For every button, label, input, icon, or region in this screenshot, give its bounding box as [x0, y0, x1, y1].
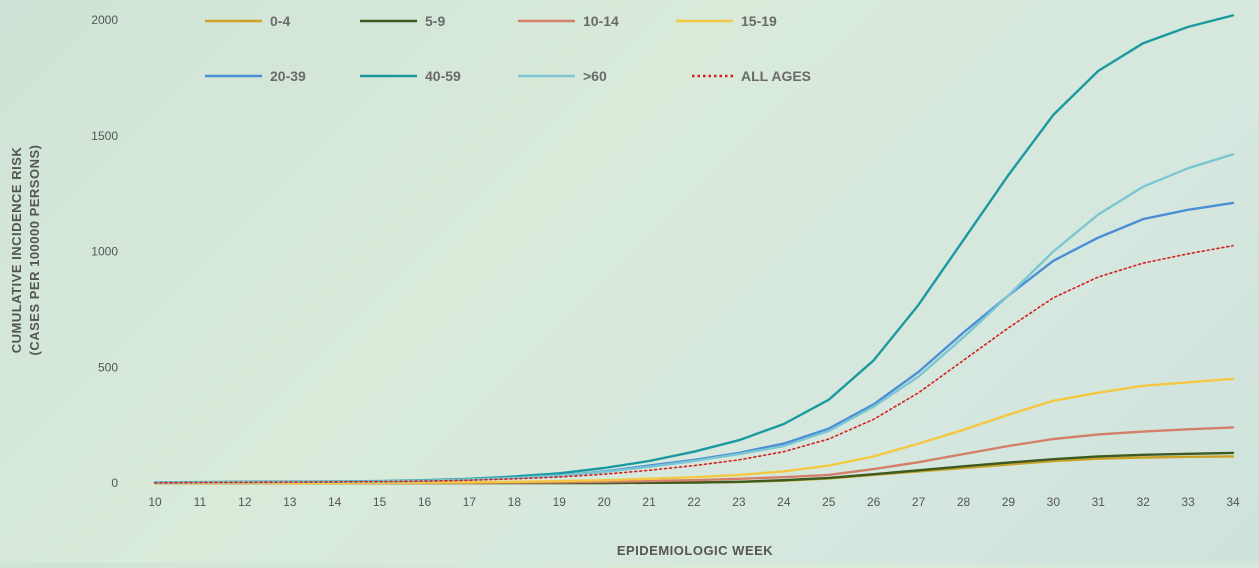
legend-label: 20-39 — [270, 68, 306, 84]
x-tick-label: 14 — [328, 495, 342, 509]
legend-item: >60 — [518, 68, 607, 84]
x-tick-label: 11 — [194, 495, 207, 509]
series-line-40-59 — [153, 14, 1235, 484]
x-tick-label: 32 — [1136, 495, 1150, 509]
x-tick-label: 25 — [822, 495, 836, 509]
x-tick-label: 19 — [553, 495, 567, 509]
x-tick-label: 16 — [418, 495, 432, 509]
y-tick-label: 1500 — [91, 129, 118, 143]
y-tick-label: 2000 — [91, 13, 118, 27]
legend-item: 10-14 — [518, 13, 619, 29]
y-tick-label: 1000 — [91, 245, 118, 259]
legend-label: 15-19 — [741, 13, 777, 29]
series-line-all-ages — [154, 244, 1234, 484]
legend-label: 0-4 — [270, 13, 290, 29]
x-tick-label: 23 — [732, 495, 746, 509]
legend-item: 15-19 — [676, 13, 777, 29]
legend: 0-4 5-9 10-14 15-19 20-39 40-59 >60 ALL AGES — [205, 13, 811, 84]
y-axis-title-line2: (CASES PER 100000 PERSONS) — [27, 145, 42, 356]
x-axis-ticks: 10 11 12 13 14 15 16 17 18 19 20 21 22 23 24 25 26 27 28 29… — [148, 495, 1240, 509]
legend-label: 10-14 — [583, 13, 619, 29]
series-line-60 — [153, 153, 1235, 484]
x-tick-label: 15 — [373, 495, 387, 509]
legend-item: 5-9 — [360, 13, 445, 29]
y-axis-ticks: 0 500 1000 1500 2000 — [91, 13, 118, 490]
x-tick-label: 28 — [957, 495, 971, 509]
y-axis-title: CUMULATIVE INCIDENCE RISK (CASES PER 100… — [9, 145, 42, 356]
x-tick-label: 17 — [463, 495, 477, 509]
legend-label: 5-9 — [425, 13, 445, 29]
x-tick-label: 10 — [148, 495, 162, 509]
x-tick-label: 31 — [1092, 495, 1106, 509]
y-tick-label: 0 — [111, 476, 118, 490]
legend-label: 40-59 — [425, 68, 461, 84]
x-tick-label: 13 — [283, 495, 297, 509]
legend-item: 0-4 — [205, 13, 290, 29]
series-line-20-39 — [153, 201, 1235, 484]
series-line-15-19 — [153, 377, 1235, 485]
x-tick-label: 33 — [1181, 495, 1195, 509]
x-tick-label: 27 — [912, 495, 926, 509]
series-line-5-9 — [153, 451, 1235, 485]
legend-label: ALL AGES — [741, 68, 811, 84]
legend-item: 20-39 — [205, 68, 306, 84]
x-tick-label: 18 — [508, 495, 522, 509]
legend-label: >60 — [583, 68, 607, 84]
legend-item: ALL AGES — [692, 68, 811, 84]
series-lines — [153, 14, 1235, 485]
x-tick-label: 26 — [867, 495, 881, 509]
x-tick-label: 34 — [1226, 495, 1240, 509]
x-tick-label: 20 — [597, 495, 611, 509]
x-tick-label: 24 — [777, 495, 791, 509]
x-tick-label: 30 — [1047, 495, 1061, 509]
y-axis-title-line1: CUMULATIVE INCIDENCE RISK — [9, 147, 24, 354]
x-axis-title: EPIDEMIOLOGIC WEEK — [617, 543, 773, 558]
series-line-10-14 — [153, 426, 1235, 485]
x-tick-label: 29 — [1002, 495, 1016, 509]
x-tick-label: 22 — [687, 495, 701, 509]
x-tick-label: 21 — [642, 495, 656, 509]
y-tick-label: 500 — [98, 360, 118, 374]
x-tick-label: 12 — [238, 495, 252, 509]
legend-item: 40-59 — [360, 68, 461, 84]
